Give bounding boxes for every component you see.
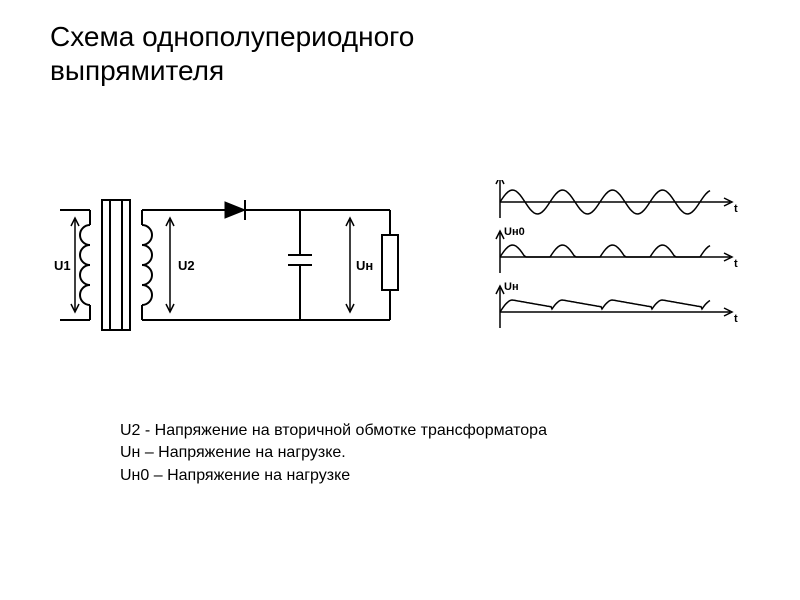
waveform-graphs: U2 t Uн0 t Uн t (470, 180, 760, 360)
legend-line-2: Uн – Напряжение на нагрузке. (120, 442, 547, 464)
label-u1: U1 (54, 258, 71, 273)
label-un: Uн (356, 258, 373, 273)
svg-text:t: t (734, 258, 738, 270)
svg-text:Uн0: Uн0 (504, 226, 525, 238)
graphs-svg: U2 t Uн0 t Uн t (470, 180, 760, 360)
page-title: Схема однополупериодного выпрямителя (50, 20, 414, 87)
label-u2: U2 (178, 258, 195, 273)
legend-line-1: U2 - Напряжение на вторичной обмотке тра… (120, 420, 547, 442)
circuit-svg: U1 U2 Uн (50, 180, 450, 360)
title-line-1: Схема однополупериодного (50, 21, 414, 52)
legend: U2 - Напряжение на вторичной обмотке тра… (120, 420, 547, 487)
title-line-2: выпрямителя (50, 55, 224, 86)
circuit-diagram: U1 U2 Uн (50, 180, 450, 360)
legend-line-3: Uн0 – Напряжение на нагрузке (120, 465, 547, 487)
svg-text:t: t (734, 313, 738, 325)
svg-text:U2: U2 (504, 180, 518, 183)
svg-text:t: t (734, 203, 738, 215)
svg-text:Uн: Uн (504, 281, 519, 293)
